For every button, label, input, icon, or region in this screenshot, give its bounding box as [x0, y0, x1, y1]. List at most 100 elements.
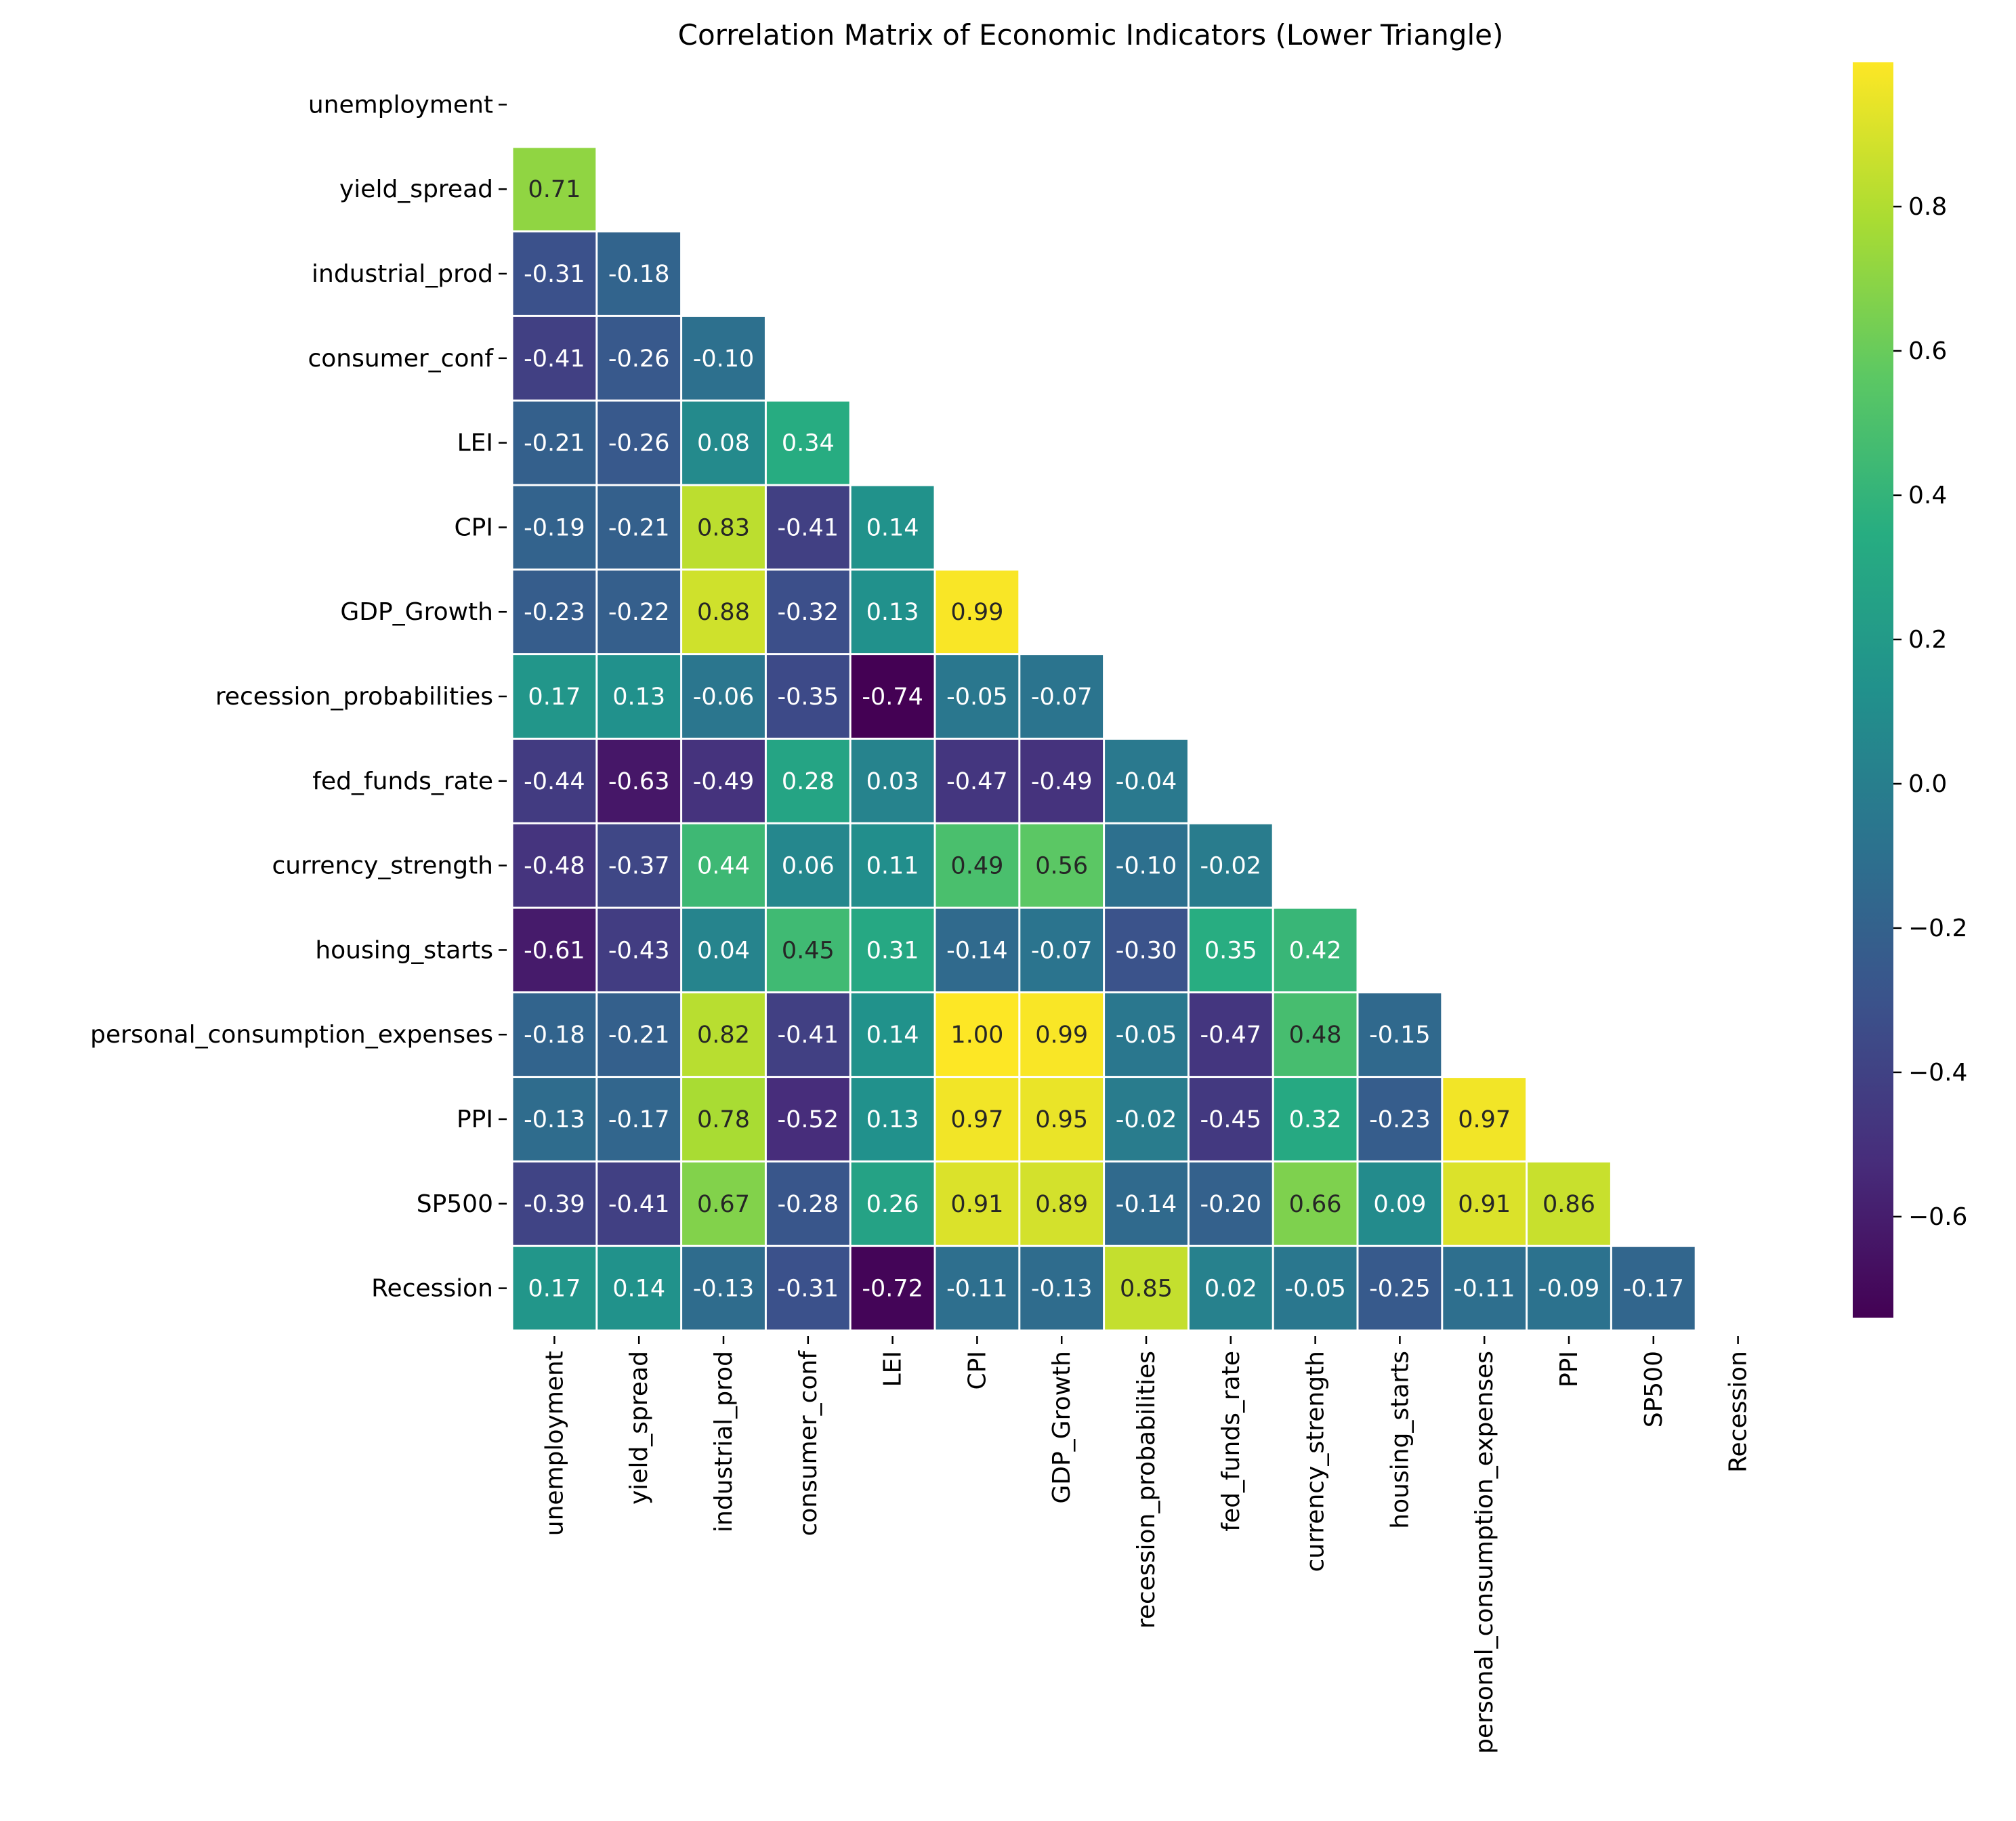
- heatmap-cell: [597, 232, 681, 315]
- colorbar-tick-label: 0.0: [1908, 770, 1947, 798]
- cell-value-label: -0.22: [608, 599, 670, 626]
- heatmap-cell: [1020, 908, 1104, 992]
- cell-value-label: 0.08: [697, 430, 750, 457]
- heatmap-cell: [851, 1162, 934, 1245]
- cell-value-label: 0.02: [1204, 1276, 1257, 1303]
- cell-value-label: -0.23: [1369, 1106, 1431, 1133]
- heatmap-cell: [1105, 739, 1188, 822]
- heatmap-cell: [1105, 1162, 1188, 1245]
- cell-value-label: -0.49: [693, 768, 755, 795]
- cell-value-label: 0.35: [1204, 937, 1257, 964]
- y-tick-label: recession_probabilities: [215, 683, 493, 711]
- cell-value-label: -0.41: [524, 346, 585, 373]
- cell-value-label: 0.99: [950, 599, 1003, 626]
- cell-value-label: 0.91: [1458, 1191, 1511, 1218]
- heatmap-cell: [1612, 1247, 1695, 1330]
- heatmap-cell: [1358, 1247, 1442, 1330]
- y-tick-label: currency_strength: [272, 852, 493, 880]
- heatmap-cell: [1274, 993, 1357, 1076]
- cell-value-label: 0.34: [782, 430, 835, 457]
- cell-value-label: 0.28: [782, 768, 835, 795]
- cell-value-label: -0.05: [946, 684, 1008, 711]
- y-tick-label: personal_consumption_expenses: [90, 1021, 493, 1049]
- cell-value-label: -0.04: [1116, 768, 1177, 795]
- heatmap-cell: [513, 486, 596, 569]
- heatmap-cell: [851, 655, 934, 738]
- x-tick-label: fed_funds_rate: [1217, 1351, 1245, 1532]
- heatmap-cell: [682, 1247, 765, 1330]
- heatmap-cell: [597, 1247, 681, 1330]
- cell-value-label: -0.41: [778, 1022, 839, 1049]
- heatmap-cell: [1105, 1247, 1188, 1330]
- cell-value-label: -0.72: [862, 1276, 923, 1303]
- cell-value-label: -0.45: [1200, 1106, 1262, 1133]
- heatmap-cell: [936, 570, 1019, 654]
- heatmap-cell: [513, 401, 596, 484]
- cell-value-label: -0.20: [1200, 1191, 1262, 1218]
- cell-value-label: -0.19: [524, 514, 585, 541]
- heatmap-cell: [1358, 1078, 1442, 1160]
- y-tick-label: PPI: [457, 1106, 493, 1133]
- heatmap-cell: [936, 655, 1019, 738]
- heatmap-cell: [1443, 1162, 1526, 1245]
- heatmap-cell: [597, 993, 681, 1076]
- y-tick-label: LEI: [457, 430, 493, 457]
- cell-value-label: -0.47: [1200, 1022, 1262, 1049]
- y-tick-label: industrial_prod: [312, 260, 493, 288]
- cell-value-label: 0.99: [1035, 1022, 1088, 1049]
- x-tick-label: Recession: [1725, 1351, 1752, 1473]
- y-axis-labels: unemployment yield_spread industrial_prodc…: [90, 91, 507, 1303]
- cell-value-label: -0.47: [946, 768, 1008, 795]
- y-tick-label: GDP_Growth: [340, 598, 493, 626]
- x-tick-label: GDP_Growth: [1048, 1351, 1076, 1504]
- heatmap-cell: [851, 993, 934, 1076]
- heatmap-cell: [766, 1247, 849, 1330]
- heatmap-cell: [513, 655, 596, 738]
- heatmap-cell: [851, 824, 934, 907]
- heatmap-cell: [1189, 908, 1272, 992]
- heatmap-cell: [766, 993, 849, 1076]
- cell-value-label: 0.04: [697, 937, 750, 964]
- heatmap-cell: [851, 486, 934, 569]
- colorbar-tick-label: −0.6: [1908, 1203, 1967, 1231]
- heatmap-cell: [851, 1247, 934, 1330]
- cell-value-label: -0.06: [693, 684, 755, 711]
- heatmap-cell: [513, 1247, 596, 1330]
- heatmap-cell: [597, 570, 681, 654]
- cell-value-label: 0.97: [1458, 1106, 1511, 1133]
- heatmap-cell: [1443, 1078, 1526, 1160]
- heatmap-cell: [513, 908, 596, 992]
- cell-value-label: 0.14: [866, 1022, 919, 1049]
- x-tick-label: yield_spread: [625, 1351, 653, 1505]
- heatmap-cell: [1189, 993, 1272, 1076]
- heatmap-cell: [597, 316, 681, 400]
- cell-value-label: 0.09: [1373, 1191, 1426, 1218]
- heatmap-cell: [682, 570, 765, 654]
- y-tick-label: CPI: [455, 514, 493, 541]
- x-axis-labels: unemployment yield_spread industrial_prod c…: [541, 1336, 1752, 1754]
- cell-value-label: -0.21: [524, 430, 585, 457]
- heatmap-cell: [1443, 1247, 1526, 1330]
- x-tick-label: unemployment: [541, 1351, 568, 1536]
- cell-value-label: -0.11: [1454, 1276, 1515, 1303]
- cell-value-label: 0.71: [528, 176, 581, 203]
- cell-value-label: 0.82: [697, 1022, 750, 1049]
- heatmap-cells: 0.71 -0.31 -0.18 -0.41 -0.26 -0.10 -0.21 -0.26 0…: [513, 148, 1695, 1330]
- heatmap-cell: [513, 993, 596, 1076]
- heatmap-cell: [1528, 1162, 1610, 1245]
- heatmap-cell: [851, 908, 934, 992]
- heatmap-cell: [1189, 1247, 1272, 1330]
- heatmap-cell: [766, 739, 849, 822]
- cell-value-label: 0.42: [1289, 937, 1342, 964]
- cell-value-label: -0.31: [524, 261, 585, 288]
- heatmap-cell: [936, 1247, 1019, 1330]
- heatmap-cell: [513, 1162, 596, 1245]
- heatmap-cell: [1358, 993, 1442, 1076]
- heatmap-cell: [682, 993, 765, 1076]
- cell-value-label: -0.18: [608, 261, 670, 288]
- cell-value-label: 0.66: [1289, 1191, 1342, 1218]
- cell-value-label: 0.85: [1120, 1276, 1173, 1303]
- cell-value-label: 0.89: [1035, 1191, 1088, 1218]
- cell-value-label: -0.49: [1031, 768, 1093, 795]
- y-tick-label: Recession: [371, 1275, 493, 1303]
